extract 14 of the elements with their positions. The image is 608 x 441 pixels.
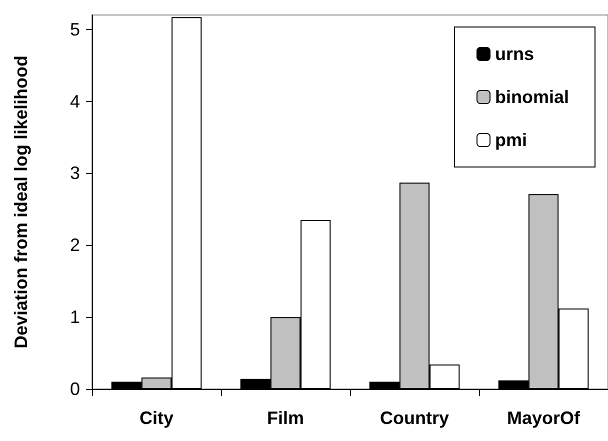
y-tick-label: 2 (70, 235, 80, 256)
y-tick-label: 0 (70, 379, 80, 399)
x-tick-label: Film (266, 408, 304, 428)
y-tick-label: 4 (70, 91, 80, 112)
x-tick-label: MayorOf (506, 408, 582, 428)
y-axis-title: Deviation from ideal log likelihood (11, 55, 31, 349)
x-tick-label: City (139, 408, 174, 428)
legend-label: pmi (494, 130, 528, 150)
y-tick-label: 5 (70, 19, 80, 40)
x-tick-label: Country (380, 408, 449, 428)
legend-label: binomial (494, 87, 570, 107)
y-tick-label: 1 (70, 307, 80, 328)
y-tick-label: 3 (70, 163, 80, 184)
legend-label: urns (494, 44, 534, 64)
